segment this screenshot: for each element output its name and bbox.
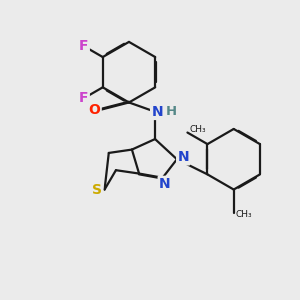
Text: F: F — [79, 39, 88, 53]
Text: S: S — [92, 182, 102, 197]
Text: CH₃: CH₃ — [190, 125, 206, 134]
Text: H: H — [166, 105, 177, 118]
Text: F: F — [79, 91, 88, 105]
Text: CH₃: CH₃ — [236, 210, 252, 219]
Text: N: N — [151, 105, 163, 119]
Text: O: O — [88, 103, 101, 117]
Text: N: N — [177, 150, 189, 164]
Text: N: N — [159, 177, 170, 191]
